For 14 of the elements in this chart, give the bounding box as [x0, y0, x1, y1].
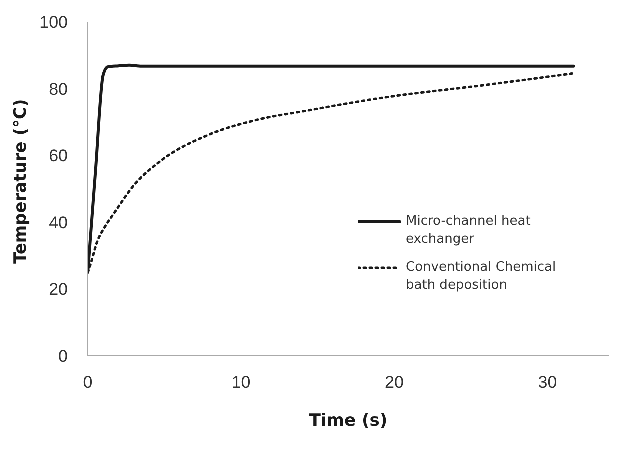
y-axis-title: Temperature (°C) [11, 99, 32, 264]
x-tick-label: 10 [232, 373, 251, 392]
y-tick-label: 0 [58, 347, 68, 366]
y-tick-label: 100 [40, 13, 68, 32]
x-tick-label: 0 [83, 373, 93, 392]
x-tick-label: 30 [538, 373, 558, 392]
legend-label: Conventional Chemical bath deposition [406, 259, 558, 295]
y-tick-label: 60 [49, 146, 68, 166]
x-axis-title: Time (s) [309, 411, 388, 431]
y-tick-label: 20 [49, 280, 68, 300]
x-tick-label: 20 [385, 373, 404, 392]
legend-label: Micro-channel heat exchanger [406, 213, 532, 249]
y-tick-label: 80 [49, 80, 68, 99]
y-tick-label: 40 [49, 213, 68, 232]
